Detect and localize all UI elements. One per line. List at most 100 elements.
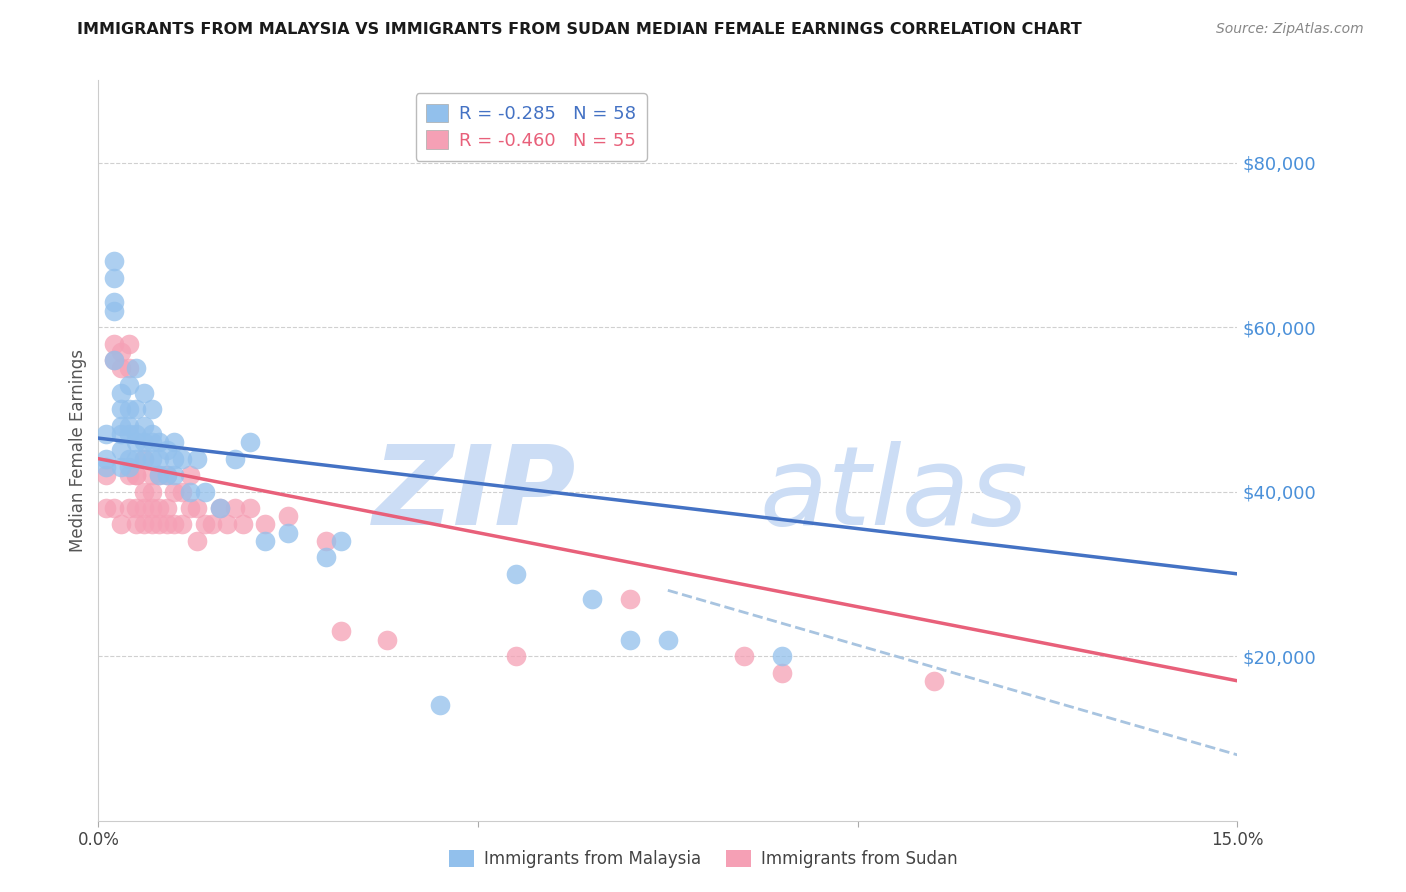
Point xyxy=(224,501,246,516)
Point xyxy=(619,591,641,606)
Point xyxy=(315,550,337,565)
Point xyxy=(148,501,170,516)
Point xyxy=(505,566,527,581)
Point xyxy=(770,665,793,680)
Point xyxy=(94,459,117,474)
Point xyxy=(125,468,148,483)
Point xyxy=(148,451,170,466)
Text: atlas: atlas xyxy=(759,442,1028,549)
Legend: R = -0.285   N = 58, R = -0.460   N = 55: R = -0.285 N = 58, R = -0.460 N = 55 xyxy=(416,93,647,161)
Point xyxy=(94,451,117,466)
Point xyxy=(110,443,132,458)
Point xyxy=(186,501,208,516)
Point xyxy=(94,501,117,516)
Point xyxy=(733,649,755,664)
Point xyxy=(110,344,132,359)
Point xyxy=(118,451,141,466)
Point xyxy=(125,402,148,417)
Point xyxy=(118,468,141,483)
Point xyxy=(429,698,451,713)
Point xyxy=(657,632,679,647)
Point xyxy=(110,517,132,532)
Point xyxy=(163,517,186,532)
Text: IMMIGRANTS FROM MALAYSIA VS IMMIGRANTS FROM SUDAN MEDIAN FEMALE EARNINGS CORRELA: IMMIGRANTS FROM MALAYSIA VS IMMIGRANTS F… xyxy=(77,22,1083,37)
Point xyxy=(103,501,125,516)
Point xyxy=(118,501,141,516)
Point xyxy=(148,435,170,450)
Point xyxy=(224,451,246,466)
Point xyxy=(118,336,141,351)
Point xyxy=(125,451,148,466)
Point xyxy=(148,468,170,483)
Point xyxy=(125,427,148,442)
Point xyxy=(132,501,155,516)
Point xyxy=(208,501,231,516)
Point xyxy=(118,418,141,433)
Point xyxy=(103,353,125,368)
Point xyxy=(148,517,170,532)
Point xyxy=(110,459,132,474)
Point xyxy=(239,501,262,516)
Point xyxy=(110,402,132,417)
Point xyxy=(505,649,527,664)
Point xyxy=(179,501,201,516)
Point xyxy=(186,533,208,548)
Point xyxy=(163,451,186,466)
Point xyxy=(125,501,148,516)
Point xyxy=(375,632,398,647)
Point xyxy=(118,377,141,392)
Point xyxy=(141,468,163,483)
Point xyxy=(770,649,793,664)
Point xyxy=(132,451,155,466)
Point xyxy=(94,427,117,442)
Point xyxy=(277,525,299,540)
Point xyxy=(194,517,217,532)
Point xyxy=(103,303,125,318)
Point xyxy=(141,427,163,442)
Point xyxy=(163,435,186,450)
Point xyxy=(132,385,155,400)
Point xyxy=(110,361,132,376)
Point xyxy=(125,361,148,376)
Point xyxy=(179,484,201,499)
Point xyxy=(110,427,132,442)
Point xyxy=(254,533,277,548)
Point xyxy=(254,517,277,532)
Point xyxy=(186,451,208,466)
Point xyxy=(141,484,163,499)
Point xyxy=(170,484,193,499)
Point xyxy=(141,435,163,450)
Point xyxy=(277,509,299,524)
Point xyxy=(103,270,125,285)
Point xyxy=(125,517,148,532)
Text: ZIP: ZIP xyxy=(373,442,576,549)
Point xyxy=(132,484,155,499)
Y-axis label: Median Female Earnings: Median Female Earnings xyxy=(69,349,87,552)
Point xyxy=(141,501,163,516)
Point xyxy=(103,336,125,351)
Point xyxy=(163,484,186,499)
Point xyxy=(110,385,132,400)
Point xyxy=(118,459,141,474)
Point xyxy=(217,517,239,532)
Point xyxy=(118,361,141,376)
Point xyxy=(125,435,148,450)
Point xyxy=(232,517,254,532)
Point xyxy=(132,451,155,466)
Text: Source: ZipAtlas.com: Source: ZipAtlas.com xyxy=(1216,22,1364,37)
Point xyxy=(132,418,155,433)
Point xyxy=(156,517,179,532)
Point xyxy=(179,468,201,483)
Point xyxy=(330,624,353,639)
Point xyxy=(922,673,945,688)
Point xyxy=(315,533,337,548)
Point xyxy=(156,468,179,483)
Point xyxy=(103,295,125,310)
Point xyxy=(208,501,231,516)
Point xyxy=(156,501,179,516)
Point xyxy=(103,353,125,368)
Point xyxy=(239,435,262,450)
Point xyxy=(148,468,170,483)
Point xyxy=(170,517,193,532)
Point xyxy=(194,484,217,499)
